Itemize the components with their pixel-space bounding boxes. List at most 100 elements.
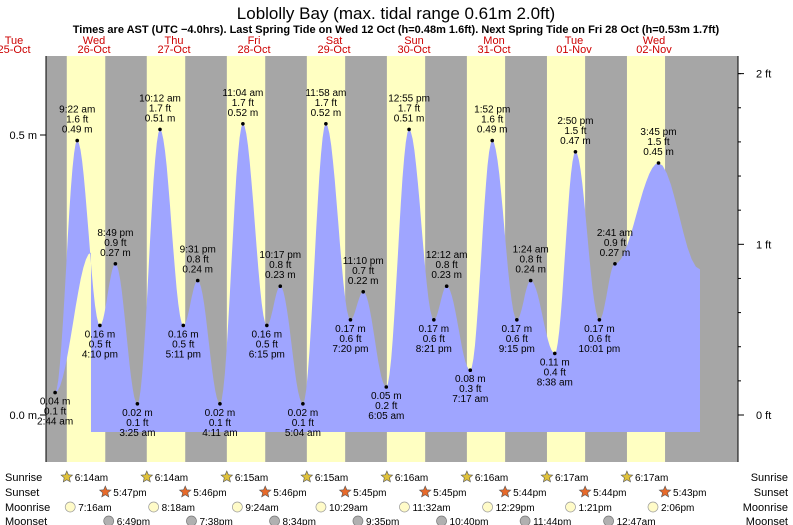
tide-m-label: 0.47 m: [560, 136, 591, 147]
tide-m-label: 0.52 m: [228, 108, 259, 119]
moonset-icon: [436, 515, 447, 525]
tide-point: [324, 122, 328, 126]
tide-m-label: 0.52 m: [311, 108, 342, 119]
sunrise-icon: [460, 470, 474, 483]
sunrise-icon: [380, 470, 394, 483]
day-date: 31-Oct: [477, 44, 510, 56]
sunset-icon: [578, 485, 592, 498]
sunrise-time: 6:16am: [475, 473, 508, 484]
tide-point: [432, 318, 436, 322]
tide-m-label: 0.16 m: [252, 329, 283, 340]
tide-time: 6:15 pm: [249, 349, 285, 360]
tide-m-label: 0.51 m: [394, 113, 425, 124]
sunset-icon: [178, 485, 192, 498]
tide-point: [613, 262, 617, 266]
tide-ft: 0.6 ft: [423, 334, 445, 345]
tide-m-label: 0.27 m: [100, 248, 131, 259]
tide-time: 11:10 pm: [343, 256, 384, 267]
tide-point: [135, 402, 140, 406]
moonrise-icon: [315, 501, 327, 513]
sunset-time: 5:43pm: [673, 488, 706, 499]
sunrise-icon: [540, 470, 554, 483]
moonset-icon: [103, 515, 115, 525]
moonset-icon: [352, 515, 364, 525]
tide-time: 11:58 am: [305, 88, 346, 99]
tide-time: 6:05 am: [368, 411, 404, 422]
tide-ft: 0.2 ft: [375, 401, 397, 412]
tide-ft: 1.7 ft: [232, 98, 254, 109]
day-weekday: Tue: [565, 35, 584, 47]
tide-point: [444, 284, 449, 289]
tide-m-label: 0.51 m: [145, 113, 176, 124]
moonrise-icon: [482, 501, 493, 513]
tide-time: 10:12 am: [139, 93, 181, 104]
tide-time: 9:31 pm: [180, 245, 216, 256]
tide-point: [384, 385, 389, 389]
tide-ft: 0.1 ft: [209, 418, 231, 429]
moonset-icon: [269, 515, 280, 525]
tide-time: 3:45 pm: [640, 127, 676, 138]
tide-point: [181, 323, 186, 328]
tide-time: 8:49 pm: [97, 228, 133, 239]
moonset-time: 7:38pm: [199, 517, 232, 525]
tide-ft: 1.6 ft: [481, 115, 503, 126]
tide-m-label: 0.16 m: [168, 329, 199, 340]
tide-point: [218, 402, 222, 406]
moonrise-icon: [647, 501, 659, 513]
tide-point: [573, 150, 578, 154]
tide-time: 2:41 am: [597, 228, 633, 239]
tide-time: 5:11 pm: [166, 349, 201, 360]
tide-m-label: 0.23 m: [431, 270, 462, 281]
tide-ft: 0.7 ft: [352, 266, 374, 277]
moonset-row-label-left: Moonset: [5, 516, 47, 525]
sunrise-time: 6:15am: [315, 473, 348, 484]
sunrise-time: 6:15am: [235, 473, 268, 484]
sunrise-icon: [300, 470, 314, 483]
sunset-time: 5:44pm: [513, 488, 546, 499]
tide-ft: 0.1 ft: [126, 418, 148, 429]
tide-m-label: 0.16 m: [85, 329, 116, 340]
moonrise-time: 2:06pm: [661, 503, 694, 514]
tide-point: [597, 318, 602, 322]
right-tick-label: 0 ft: [756, 410, 771, 422]
tide-point: [490, 138, 495, 143]
moonset-time: 10:40pm: [450, 517, 489, 525]
sunrise-time: 6:14am: [155, 473, 188, 484]
tide-m-label: 0.45 m: [643, 147, 674, 158]
sunrise-time: 6:17am: [635, 473, 668, 484]
tide-point: [515, 318, 519, 322]
right-tick-label: 2 ft: [756, 69, 771, 81]
tide-m-label: 0.24 m: [515, 265, 546, 276]
sunset-icon: [258, 485, 272, 498]
tide-ft: 0.9 ft: [604, 238, 626, 249]
tide-ft: 0.8 ft: [520, 255, 542, 266]
tide-point: [113, 262, 118, 266]
day-date: 28-Oct: [237, 44, 270, 56]
day-weekday: Thu: [165, 35, 184, 47]
tide-m-label: 0.02 m: [205, 408, 236, 419]
tide-m-label: 0.27 m: [600, 248, 631, 259]
tide-m-label: 0.49 m: [477, 125, 508, 136]
tide-m-label: 0.17 m: [419, 324, 450, 335]
tide-ft: 0.8 ft: [269, 260, 291, 271]
tide-time: 5:04 am: [285, 428, 321, 439]
tide-point: [53, 390, 57, 395]
tide-point: [552, 351, 557, 356]
moonset-time: 8:34pm: [283, 517, 316, 525]
moonset-icon: [519, 515, 531, 525]
tide-m-label: 0.11 m: [540, 357, 570, 368]
moonset-time: 12:47am: [617, 517, 656, 525]
sunset-time: 5:46pm: [193, 488, 226, 499]
day-date: 27-Oct: [157, 44, 190, 56]
tide-ft: 0.4 ft: [544, 367, 566, 378]
sunrise-row-label-right: Sunrise: [751, 472, 788, 484]
moonrise-time: 8:18am: [162, 503, 195, 514]
moonset-icon: [186, 515, 197, 525]
tide-point: [278, 284, 283, 289]
moonrise-time: 1:21pm: [579, 503, 612, 514]
sunset-icon: [658, 485, 672, 498]
tide-time: 10:01 pm: [579, 344, 621, 355]
tide-time: 2:44 am: [37, 417, 73, 428]
sunset-time: 5:44pm: [593, 488, 626, 499]
